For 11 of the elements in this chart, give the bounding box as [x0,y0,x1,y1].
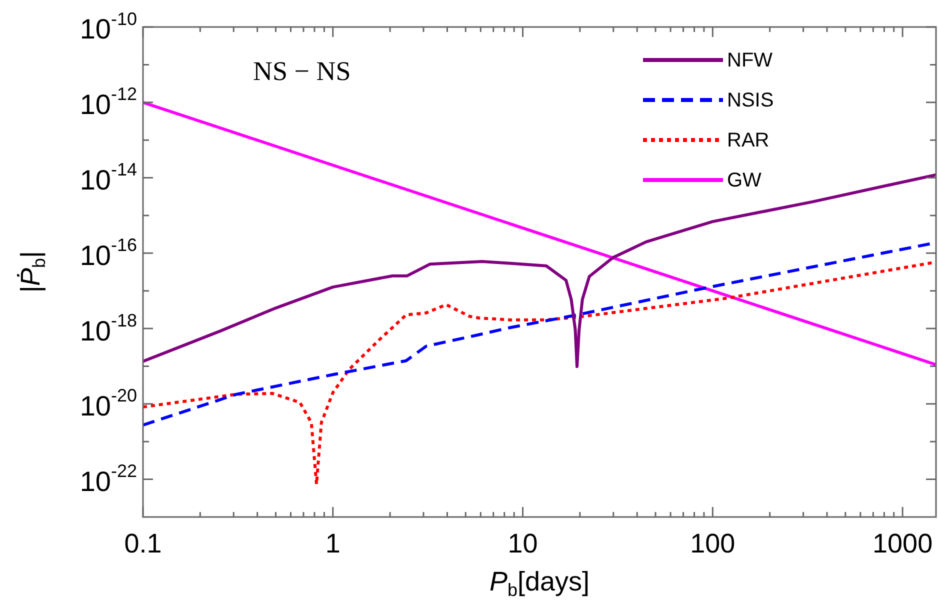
x-tick-label: 10 [508,528,538,558]
x-tick-label: 0.1 [124,528,162,558]
x-tick-label: 100 [690,528,736,558]
x-tick-label: 1000 [872,528,933,558]
x-tick-label: 1 [325,528,340,558]
legend-label: NFW [727,50,773,72]
legend-label: RAR [727,130,770,152]
annotation: NS − NS [253,56,351,86]
legend-label: GW [727,170,762,192]
y-axis-title: |Ṗb| [15,250,50,294]
legend-label: NSIS [727,90,774,112]
